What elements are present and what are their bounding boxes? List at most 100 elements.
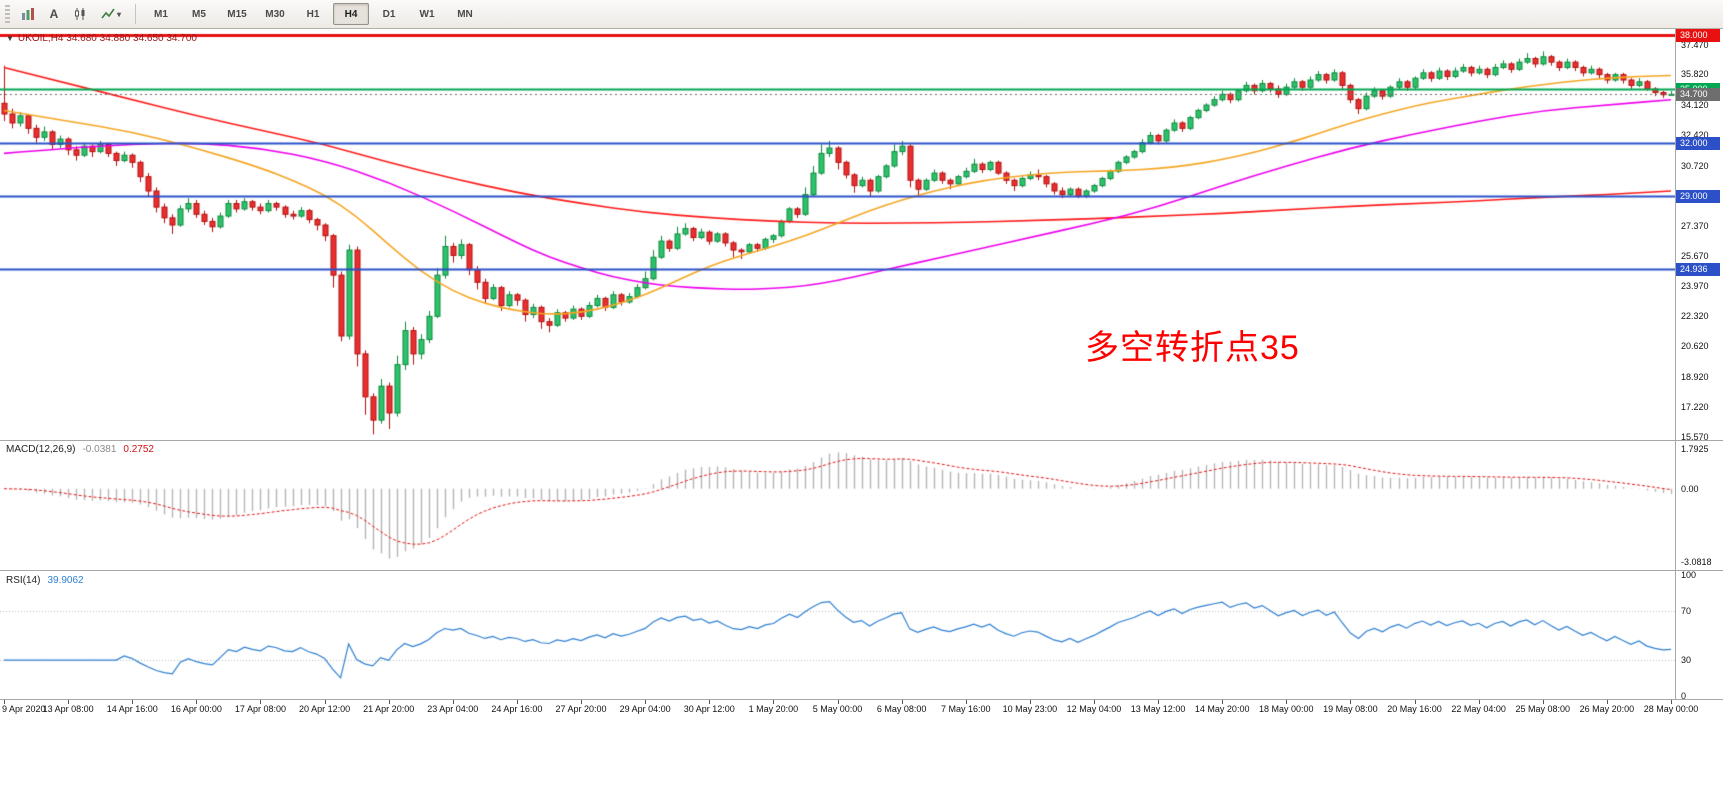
time-axis-label: 28 May 00:00 bbox=[1643, 704, 1699, 714]
chart-annotation-text[interactable]: 多空转折点35 bbox=[1085, 329, 1300, 367]
macd-name: MACD(12,26,9) bbox=[6, 444, 76, 455]
timeframe-button-d1[interactable]: D1 bbox=[382, 8, 396, 20]
time-axis-label: 1 May 20:00 bbox=[748, 704, 799, 714]
time-axis-label: 27 Apr 20:00 bbox=[555, 704, 607, 714]
price-tick-label: 22.320 bbox=[1681, 310, 1709, 321]
toolbar-grip[interactable] bbox=[5, 5, 10, 23]
indicators-button[interactable]: ▾ bbox=[93, 2, 129, 26]
rsi-axis-label: 70 bbox=[1681, 606, 1692, 617]
timeframe-button-h4[interactable]: H4 bbox=[333, 3, 369, 25]
price-tick-label: 34.120 bbox=[1681, 99, 1709, 110]
time-axis-label: 23 Apr 04:00 bbox=[427, 704, 479, 714]
timeframe-button-m1[interactable]: M1 bbox=[154, 8, 168, 20]
price-level-badge: 29.000 bbox=[1676, 190, 1720, 204]
time-tick-mark bbox=[1094, 700, 1095, 704]
price-level-badge: 34.700 bbox=[1676, 88, 1720, 102]
macd-value-signal: 0.2752 bbox=[123, 444, 154, 455]
macd-axis-zero-label: 0.00 bbox=[1681, 483, 1699, 494]
time-tick-mark bbox=[902, 700, 903, 704]
time-axis-label: 19 May 08:00 bbox=[1323, 704, 1378, 714]
time-tick-mark bbox=[1030, 700, 1031, 704]
time-axis-label: 17 Apr 08:00 bbox=[234, 704, 286, 714]
bar-chart-icon-button[interactable] bbox=[15, 2, 41, 26]
price-tick-label: 37.470 bbox=[1681, 39, 1709, 50]
macd-label: MACD(12,26,9) -0.0381 0.2752 bbox=[6, 444, 154, 455]
time-axis[interactable]: 9 Apr 2020 13 Apr 08:00 14 Apr 16:00 16 Apr… bbox=[0, 699, 1723, 718]
time-axis-label: 20 Apr 12:00 bbox=[299, 704, 351, 714]
time-axis-label: 14 Apr 16:00 bbox=[106, 704, 158, 714]
time-axis-label: 26 May 20:00 bbox=[1579, 704, 1635, 714]
indicators-icon bbox=[101, 7, 115, 21]
time-axis-label: 7 May 16:00 bbox=[940, 704, 991, 714]
price-axis-separator[interactable] bbox=[1675, 28, 1676, 699]
time-tick-mark bbox=[645, 700, 646, 704]
timeframe-button-mn[interactable]: MN bbox=[457, 8, 473, 20]
time-axis-label: 21 Apr 20:00 bbox=[363, 704, 415, 714]
time-tick-mark bbox=[1415, 700, 1416, 704]
timeframe-button-m30[interactable]: M30 bbox=[265, 8, 285, 20]
rsi-value: 39.9062 bbox=[47, 575, 84, 586]
time-axis-label: 10 May 23:00 bbox=[1002, 704, 1058, 714]
macd-panel-divider[interactable] bbox=[0, 440, 1723, 441]
caret-down-icon: ▾ bbox=[116, 9, 121, 19]
time-axis-label: 22 May 04:00 bbox=[1451, 704, 1506, 714]
bar-chart-icon bbox=[21, 7, 35, 21]
time-tick-mark bbox=[517, 700, 518, 704]
time-axis-label: 16 Apr 00:00 bbox=[170, 704, 222, 714]
timeframe-button-h1[interactable]: H1 bbox=[306, 8, 320, 20]
time-tick-mark bbox=[4, 700, 5, 704]
timeframe-button-m15[interactable]: M15 bbox=[227, 8, 247, 20]
time-axis-label: 30 Apr 12:00 bbox=[683, 704, 735, 714]
time-tick-mark bbox=[389, 700, 390, 704]
symbol-caret-icon[interactable]: ▼ bbox=[6, 34, 14, 43]
chart-ohlc-text: UKOIL,H4 34.680 34.880 34.650 34.700 bbox=[17, 33, 197, 44]
timeframe-button-w1[interactable]: W1 bbox=[419, 8, 435, 20]
rsi-panel-divider[interactable] bbox=[0, 570, 1723, 571]
candlestick-chart-button[interactable] bbox=[67, 2, 93, 26]
time-tick-mark bbox=[709, 700, 710, 704]
price-tick-label: 25.670 bbox=[1681, 250, 1709, 261]
price-tick-label: 18.920 bbox=[1681, 371, 1709, 382]
price-level-badge: 38.000 bbox=[1676, 29, 1720, 43]
text-tool-button[interactable]: A bbox=[41, 2, 67, 26]
macd-axis-top-label: 1.7925 bbox=[1681, 444, 1709, 454]
price-tick-label: 20.620 bbox=[1681, 341, 1709, 352]
time-axis-label: 18 May 00:00 bbox=[1259, 704, 1314, 714]
time-axis-label: 24 Apr 16:00 bbox=[491, 704, 543, 714]
price-tick-label: 15.570 bbox=[1681, 431, 1709, 442]
time-tick-mark bbox=[132, 700, 133, 704]
time-tick-mark bbox=[773, 700, 774, 704]
macd-value-main: -0.0381 bbox=[82, 444, 117, 455]
time-tick-mark bbox=[1671, 700, 1672, 704]
time-tick-mark bbox=[1350, 700, 1351, 704]
price-tick-label: 23.970 bbox=[1681, 281, 1709, 292]
price-tick-label: 30.720 bbox=[1681, 160, 1709, 171]
chart-title: ▼ UKOIL,H4 34.680 34.880 34.650 34.700 bbox=[6, 33, 197, 44]
time-axis-label: 20 May 16:00 bbox=[1387, 704, 1442, 714]
time-tick-mark bbox=[68, 700, 69, 704]
time-tick-mark bbox=[1543, 700, 1544, 704]
text-tool-icon: A bbox=[49, 7, 59, 21]
rsi-axis-label: 0 bbox=[1681, 691, 1687, 701]
time-axis-label: 12 May 04:00 bbox=[1066, 704, 1122, 714]
time-tick-mark bbox=[1286, 700, 1287, 704]
time-tick-mark bbox=[1222, 700, 1223, 704]
time-axis-label: 13 Apr 08:00 bbox=[42, 704, 94, 714]
candlestick-chart-icon bbox=[73, 7, 87, 21]
price-tick-label: 27.370 bbox=[1681, 220, 1709, 231]
time-tick-mark bbox=[1479, 700, 1480, 704]
rsi-axis-label: 100 bbox=[1681, 570, 1697, 580]
timeframe-button-m5[interactable]: M5 bbox=[192, 8, 206, 20]
rsi-name: RSI(14) bbox=[6, 575, 41, 586]
time-axis-label: 9 Apr 2020 bbox=[2, 704, 46, 714]
rsi-label: RSI(14) 39.9062 bbox=[6, 575, 84, 586]
time-axis-label: 6 May 08:00 bbox=[876, 704, 927, 714]
time-tick-mark bbox=[1158, 700, 1159, 704]
price-level-badge: 32.000 bbox=[1676, 136, 1720, 150]
time-axis-label: 25 May 08:00 bbox=[1515, 704, 1571, 714]
price-level-badge: 24.936 bbox=[1676, 263, 1720, 277]
time-tick-mark bbox=[966, 700, 967, 704]
toolbar: A ▾ M1 M5 M15 M30 H1 H4 D1 W1 MN bbox=[0, 0, 1723, 29]
